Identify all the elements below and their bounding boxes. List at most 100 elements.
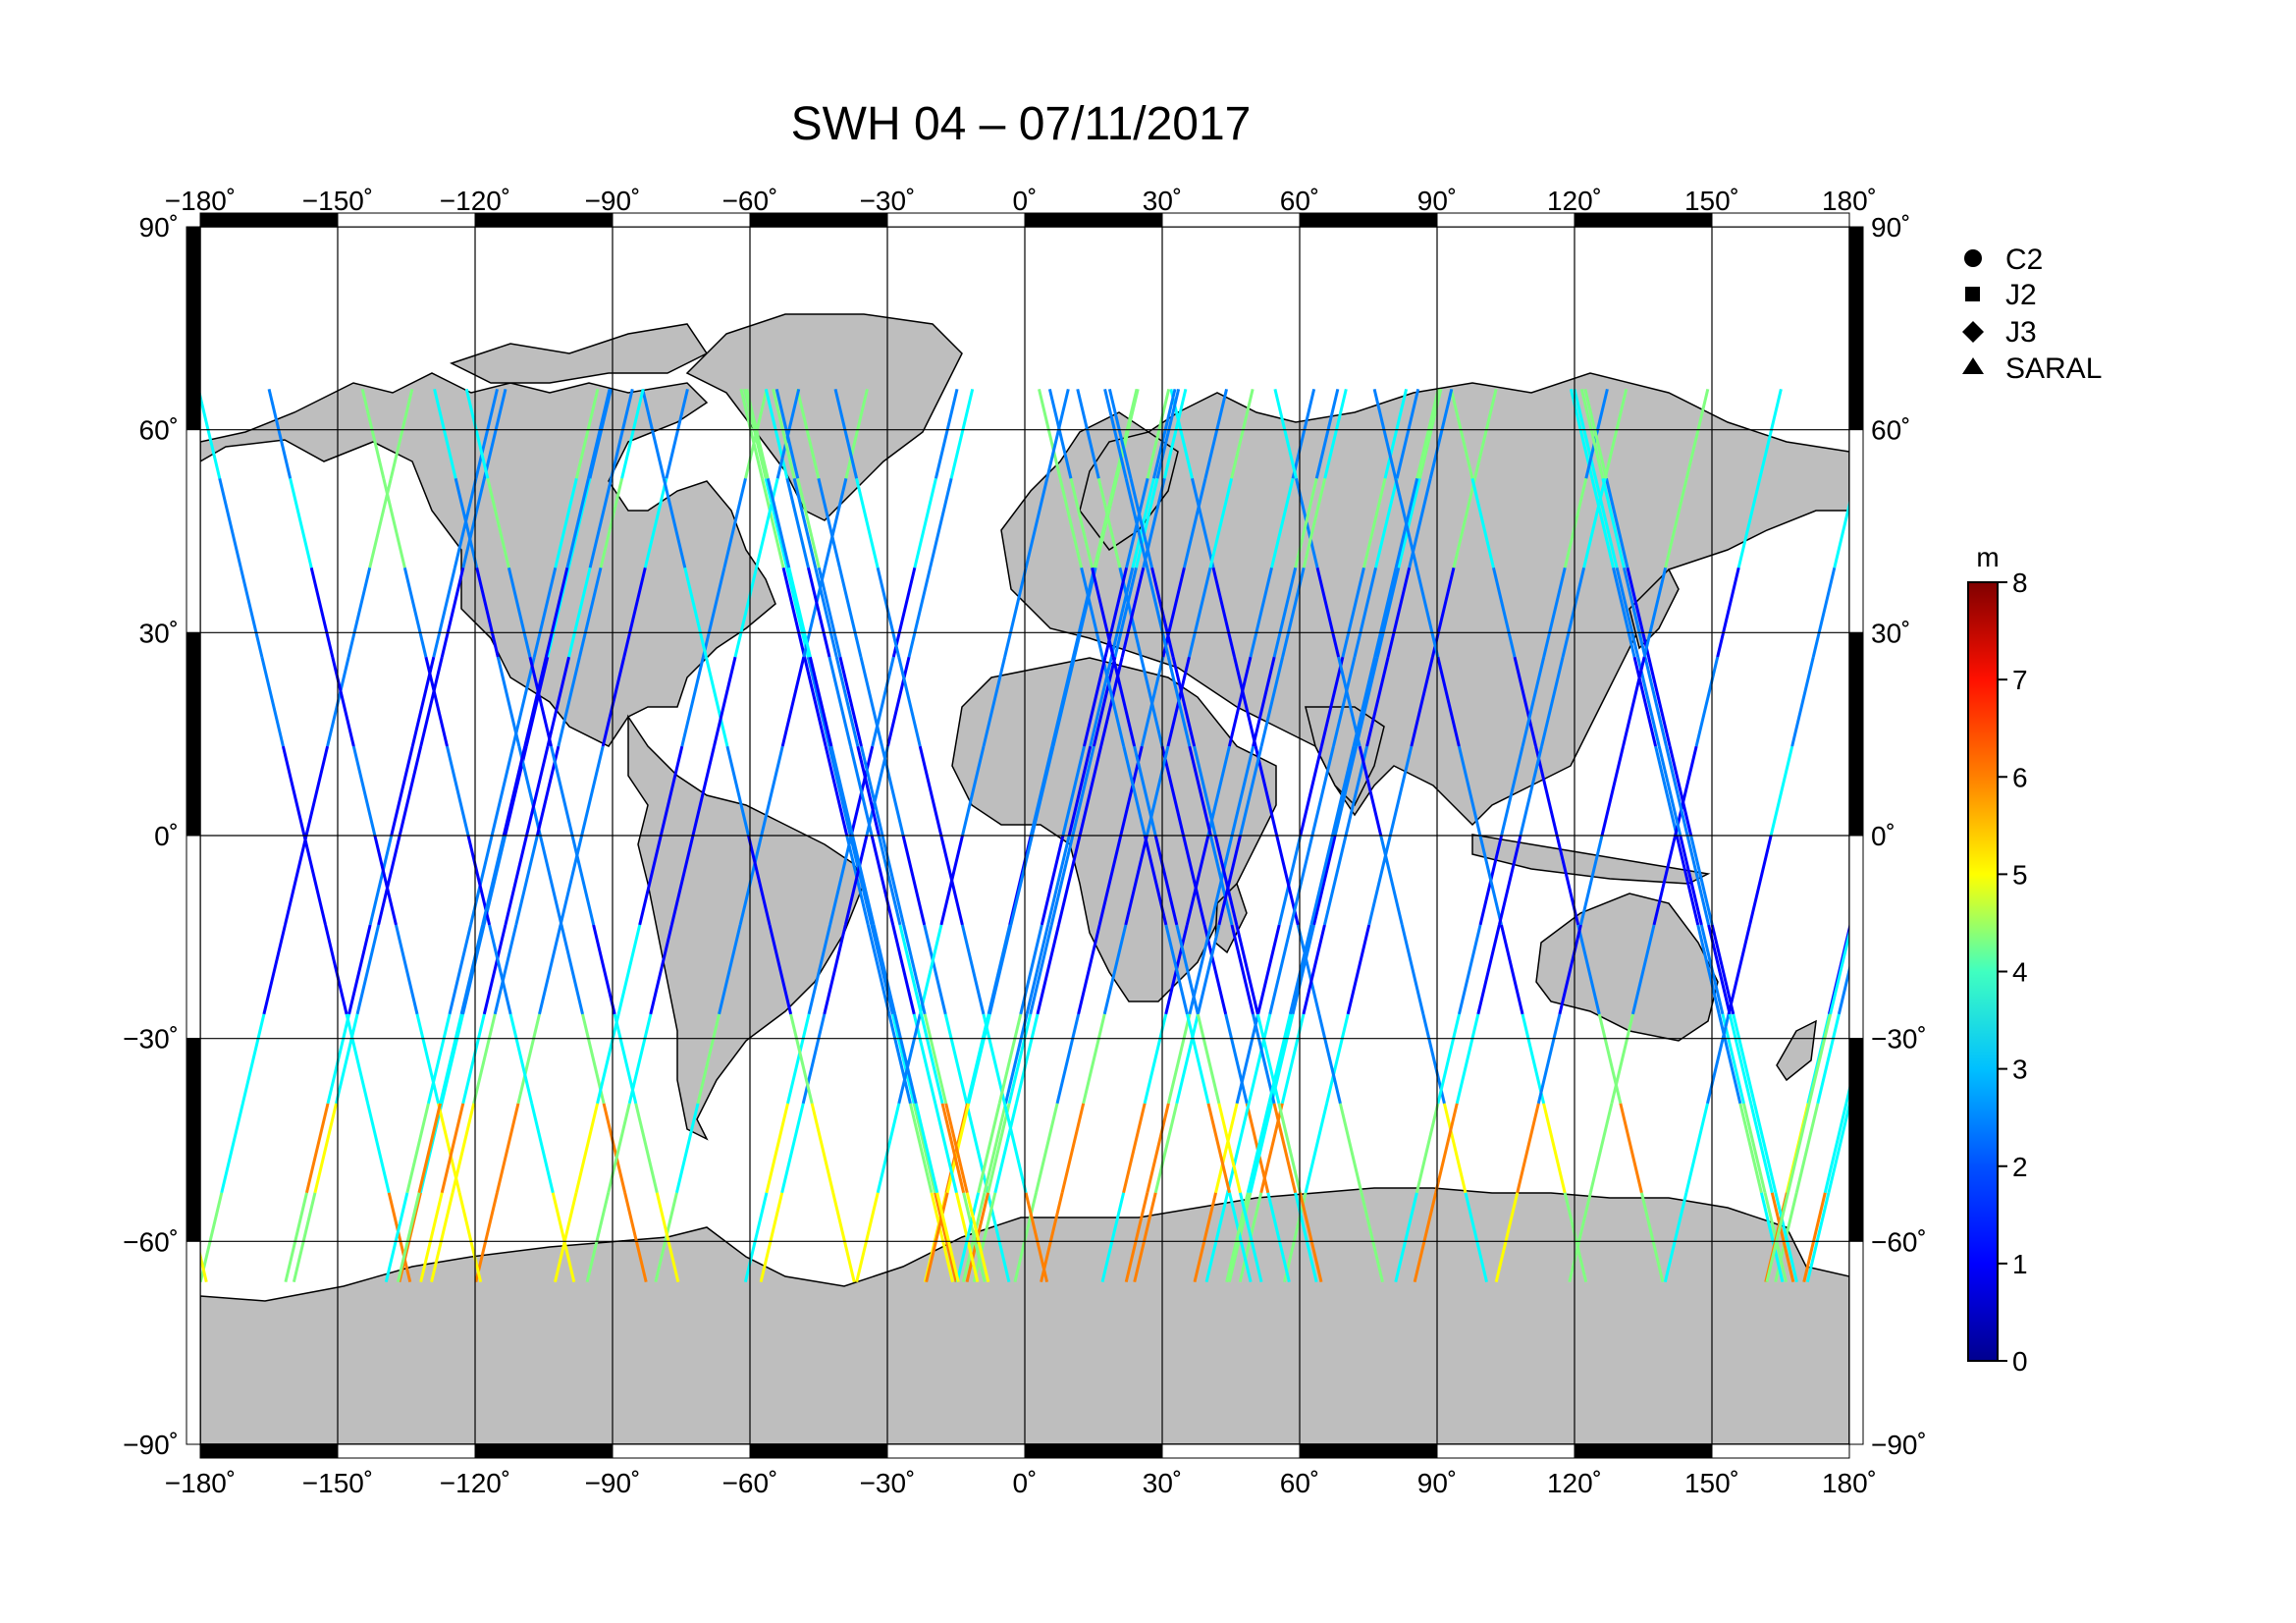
track-segment <box>1024 1192 1049 1283</box>
track-segment <box>965 1103 989 1194</box>
track-segment <box>876 567 901 658</box>
track-segment <box>218 477 242 568</box>
lon-tick-label-bottom: −180˚ <box>165 1468 236 1498</box>
track-segment <box>1294 1192 1318 1283</box>
track-segment <box>877 835 902 926</box>
track-segment <box>1802 1192 1827 1283</box>
track-segment <box>1171 656 1197 747</box>
track-segment <box>982 656 1007 747</box>
track-segment <box>638 835 663 926</box>
track-segment <box>774 388 800 479</box>
track-segment <box>1214 1103 1239 1194</box>
track-segment <box>691 745 716 837</box>
track-segment <box>585 1192 611 1283</box>
track-segment <box>1563 477 1588 568</box>
colorbar-tick-label: 3 <box>2012 1055 2028 1085</box>
lon-tick-label-top: 180˚ <box>1822 186 1877 216</box>
track-segment <box>495 1103 520 1194</box>
track-segment <box>504 835 528 926</box>
lon-tick-label-bottom: 180˚ <box>1822 1468 1877 1498</box>
graticule <box>200 227 1849 1444</box>
track-segment <box>578 567 603 658</box>
track-segment <box>1007 1013 1033 1105</box>
track-segment <box>649 924 673 1015</box>
map-frame <box>186 212 1864 1459</box>
track-segment <box>1386 567 1412 658</box>
track-segment <box>1452 477 1477 568</box>
track-segment <box>623 1192 648 1283</box>
track-segment <box>508 1013 534 1105</box>
track-segment <box>1706 1013 1731 1105</box>
track-segment <box>965 1192 990 1283</box>
track-segment <box>1304 1103 1329 1194</box>
frame-bar-bottom <box>474 1443 614 1459</box>
track-segment <box>1871 925 1893 1014</box>
lon-tick-label-top: −180˚ <box>165 186 236 216</box>
track-segment <box>844 388 869 479</box>
lon-tick-label-top: 150˚ <box>1684 186 1739 216</box>
track-segment <box>1654 745 1679 837</box>
track-segment <box>918 745 943 837</box>
track-segment <box>1325 1013 1350 1105</box>
frame-bar-right <box>1848 1240 1864 1445</box>
track-segment <box>1188 567 1212 658</box>
track-segment <box>1029 924 1053 1015</box>
track-segment <box>659 745 684 837</box>
australia-landmass <box>1535 893 1719 1042</box>
track-segment <box>1030 745 1055 837</box>
track-segment <box>718 924 742 1015</box>
track-segment <box>1230 388 1255 479</box>
track-segment <box>1024 477 1049 568</box>
track-segment <box>355 924 381 1015</box>
track-segment <box>939 835 964 926</box>
track-segment <box>1829 927 1849 1015</box>
track-segment <box>560 924 584 1015</box>
track-segment <box>588 477 614 568</box>
track-segment <box>1663 1192 1688 1283</box>
lat-tick-label-right: 60˚ <box>1871 415 1910 446</box>
track-segment <box>1675 835 1700 926</box>
track-segment <box>1319 656 1345 747</box>
track-segment <box>1415 388 1440 479</box>
track-segment <box>795 388 821 479</box>
track-segment <box>239 567 264 658</box>
track-segment <box>823 924 847 1015</box>
track-segment <box>1588 1103 1614 1194</box>
track-segment <box>394 924 419 1015</box>
track-segment <box>1728 1013 1753 1105</box>
track-segment <box>1457 745 1482 837</box>
track-segment <box>610 388 634 479</box>
track-segment <box>1230 924 1255 1015</box>
track-segment <box>544 567 569 658</box>
track-segment <box>281 745 306 837</box>
track-segment <box>1631 924 1656 1015</box>
track-segment <box>1464 1192 1488 1283</box>
track-segment <box>1100 656 1126 747</box>
track-segment <box>897 1013 922 1105</box>
track-segment <box>1190 477 1215 568</box>
lon-tick-label-bottom: 60˚ <box>1280 1468 1319 1498</box>
track-segment <box>823 477 848 568</box>
track-segment <box>1694 656 1720 747</box>
track-segment <box>1494 1192 1520 1283</box>
track-segment <box>1790 656 1815 747</box>
track-segment <box>865 745 889 837</box>
track-segment <box>1009 835 1034 926</box>
track-segment <box>1476 924 1501 1015</box>
track-segment <box>1915 568 1937 657</box>
track-segment <box>481 835 506 926</box>
track-segment <box>634 1103 659 1194</box>
track-segment <box>817 477 841 568</box>
lat-tick-label-left: −90˚ <box>123 1430 179 1460</box>
lon-tick-label-bottom: 30˚ <box>1143 1468 1182 1498</box>
track-segment <box>1383 388 1409 479</box>
track-segment <box>1594 477 1619 568</box>
track-segment <box>1769 745 1794 837</box>
track-segment <box>1521 656 1546 747</box>
track-segment <box>1272 1103 1298 1194</box>
track-segment <box>1914 568 1936 657</box>
track-segment <box>1632 656 1658 747</box>
track-segment <box>988 924 1013 1015</box>
track-segment <box>309 567 335 658</box>
track-segment <box>1252 656 1276 747</box>
